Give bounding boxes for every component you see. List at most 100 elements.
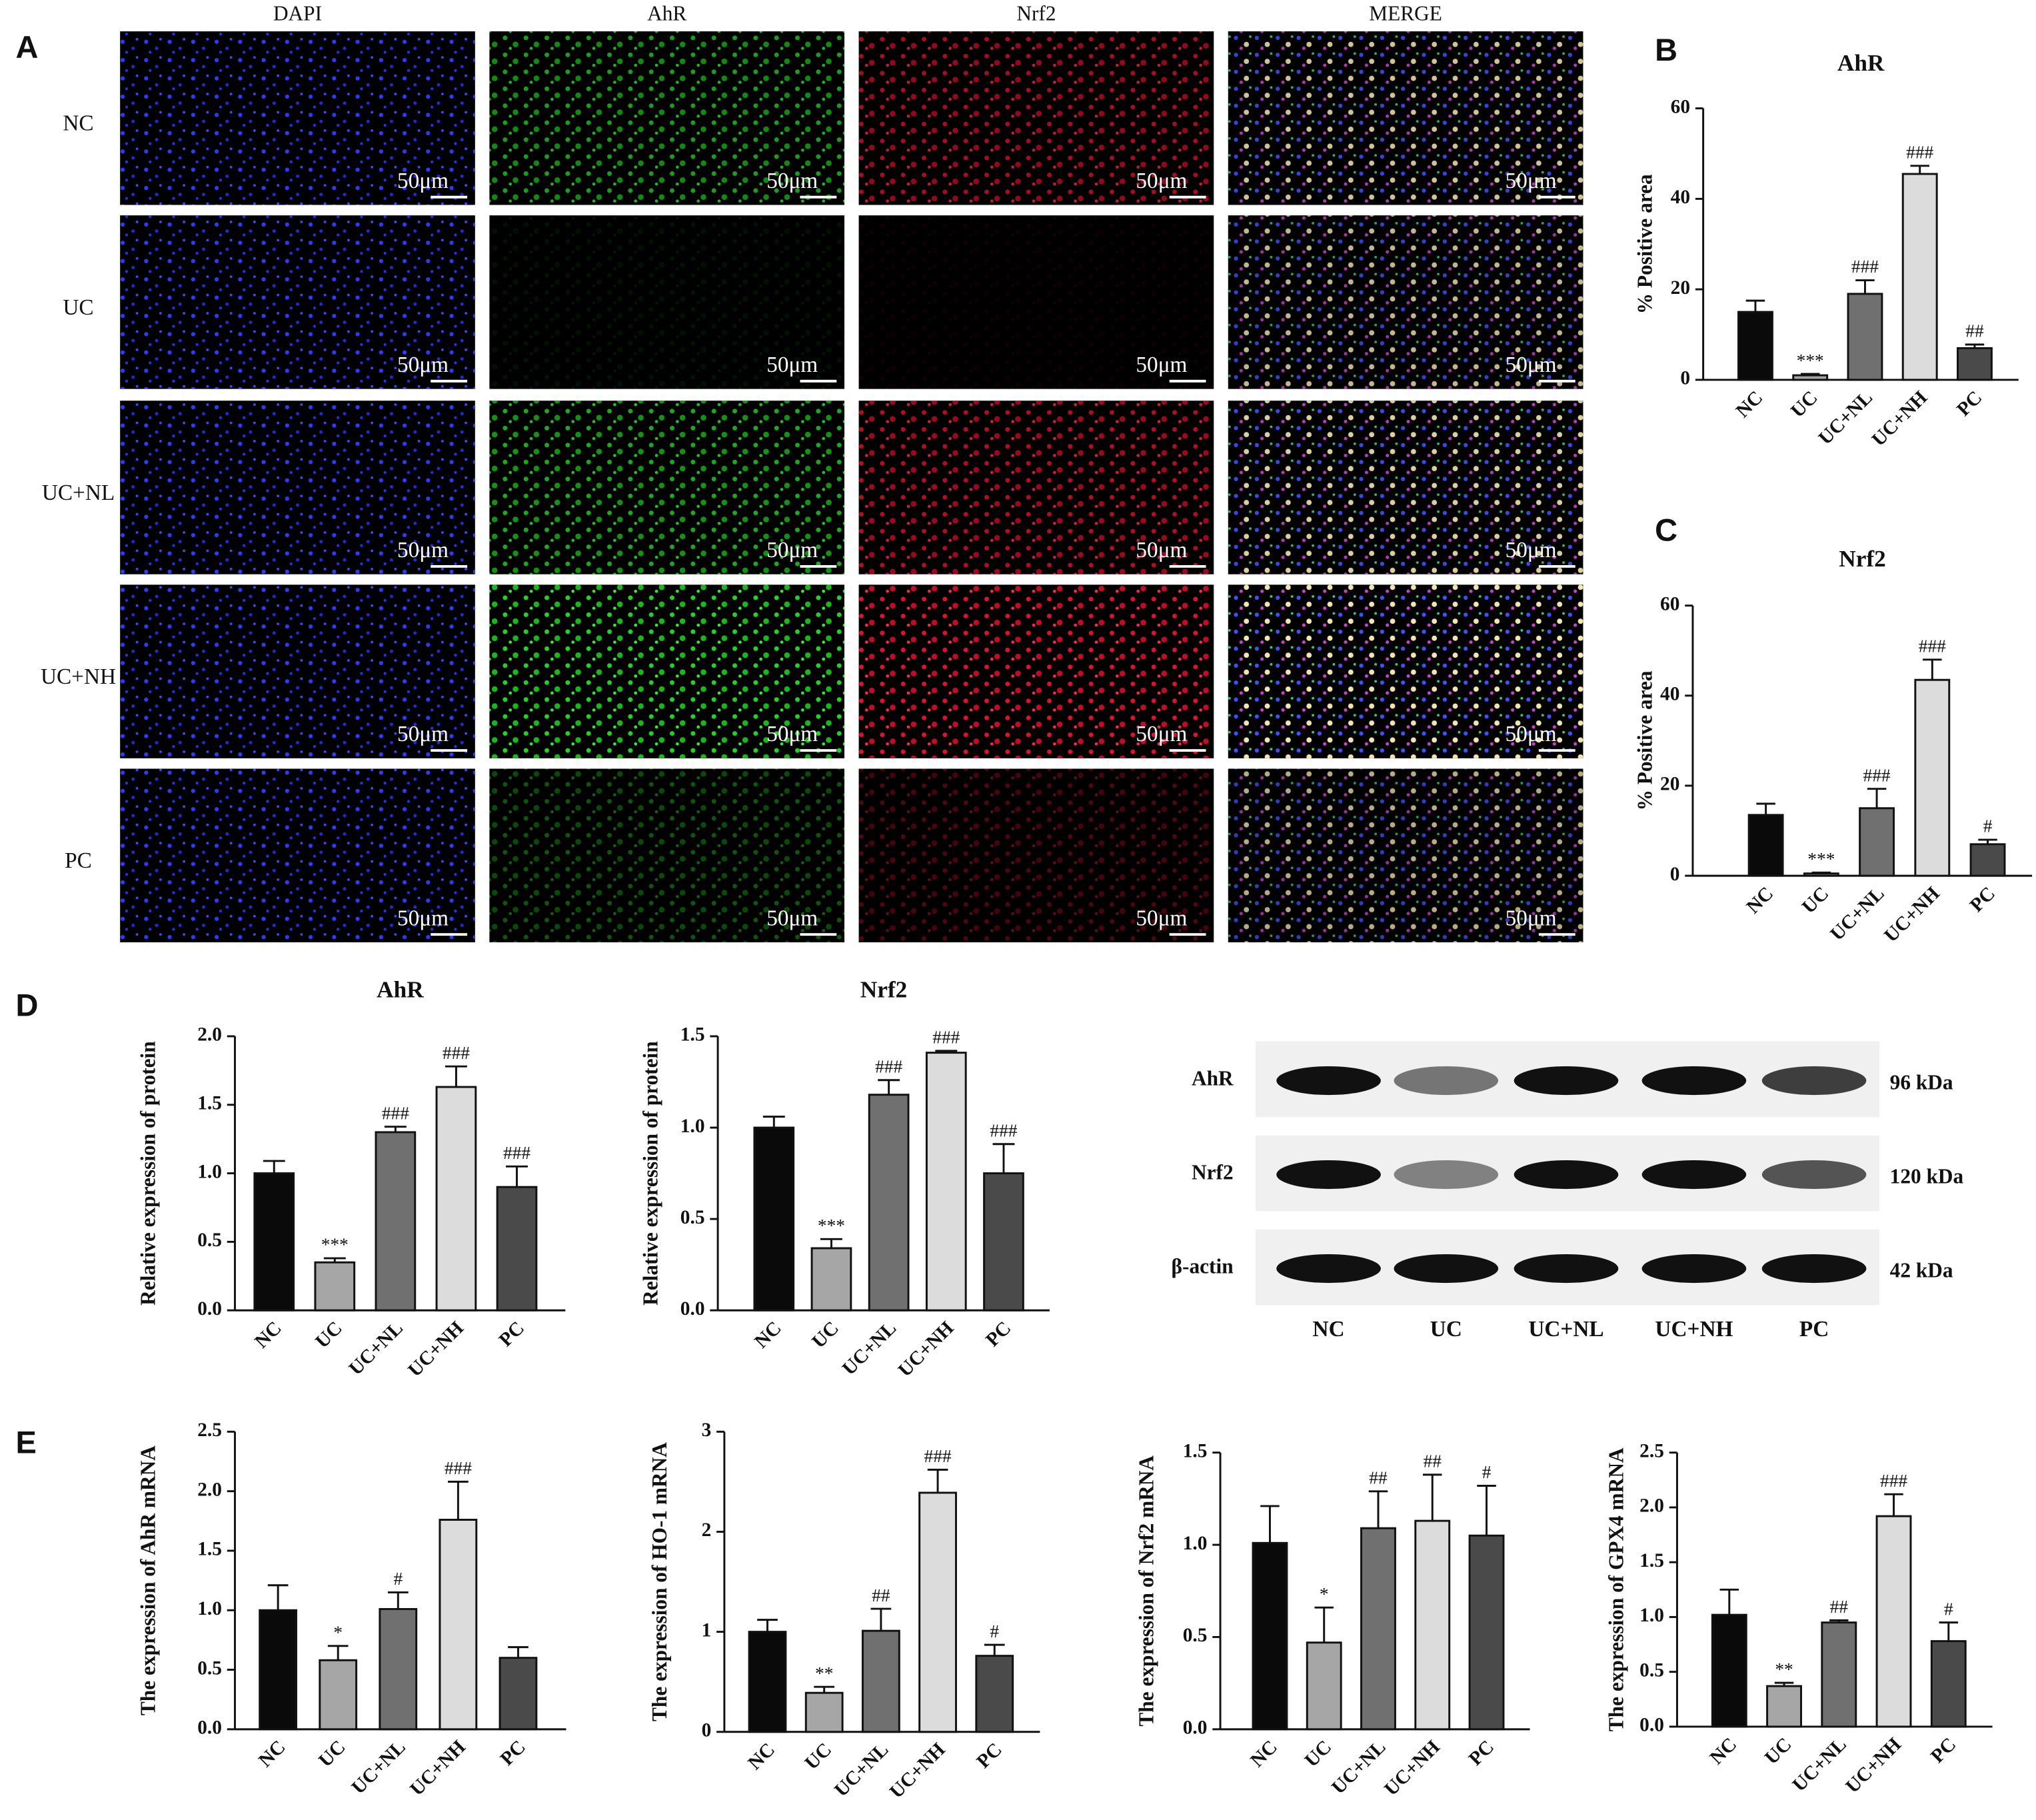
y-tick-label: 60 (1660, 593, 1679, 614)
stain (858, 768, 1214, 942)
scale-bar-label: 50μm (766, 722, 818, 746)
panel-label: E (16, 1424, 37, 1459)
bar (1360, 1527, 1396, 1731)
x-tick-label: UC+NH (404, 1318, 468, 1381)
significance-label: ### (443, 1043, 470, 1063)
y-axis-label: Relative expression of protein (136, 1041, 159, 1305)
bar (314, 1261, 356, 1312)
column-header: AhR (647, 2, 686, 25)
scale-bar-label: 50μm (397, 169, 449, 193)
bar (868, 1094, 910, 1312)
scale-bar-label: 50μm (1136, 169, 1187, 193)
significance-label: *** (1797, 351, 1824, 371)
bar (1875, 1515, 1912, 1728)
chart-title: AhR (1837, 50, 1885, 76)
x-tick-label: UC (311, 1318, 347, 1353)
y-tick-label: 2 (702, 1519, 712, 1541)
significance-label: # (990, 1621, 999, 1641)
scale-bar-label: 50μm (397, 906, 449, 930)
scale-bar-label: 50μm (1506, 169, 1557, 193)
y-tick-label: 2.5 (197, 1419, 222, 1441)
x-tick-label: UC+NL (830, 1739, 892, 1801)
y-tick-label: 0.5 (197, 1230, 222, 1251)
blot-band (1641, 1254, 1747, 1284)
blot-protein: β-actin (1172, 1255, 1234, 1278)
bar (259, 1609, 298, 1731)
x-tick-label: PC (1966, 883, 1999, 916)
y-tick-label: 1.5 (197, 1093, 222, 1114)
blot-band (1761, 1160, 1867, 1190)
stain (858, 31, 1214, 205)
significance-label: ### (1919, 636, 1946, 656)
bar (375, 1131, 417, 1312)
scale-bar-label: 50μm (1136, 538, 1187, 562)
bar (1914, 678, 1951, 877)
y-axis-label: % Positive area (1633, 670, 1657, 810)
x-tick-label: NC (251, 1318, 286, 1353)
y-tick-label: 1.0 (1639, 1605, 1664, 1626)
y-tick-label: 1.0 (1183, 1533, 1208, 1554)
blot-size: 42 kDa (1890, 1259, 1953, 1282)
blot-band (1394, 1066, 1499, 1096)
y-tick-label: 0 (1680, 368, 1690, 389)
row-label: UC (63, 295, 93, 320)
scale-bar-label: 50μm (766, 169, 818, 193)
stain (120, 584, 475, 758)
bar (379, 1607, 418, 1731)
stain (489, 31, 845, 205)
x-tick-label: UC+NH (894, 1318, 958, 1381)
significance-label: ** (815, 1663, 833, 1683)
blot-band (1514, 1066, 1619, 1096)
bar (1306, 1641, 1342, 1731)
y-tick-label: 1.0 (680, 1116, 705, 1137)
significance-label: ## (1830, 1597, 1849, 1617)
bar (253, 1172, 295, 1312)
y-tick-label: 1.0 (197, 1598, 222, 1619)
significance-label: *** (818, 1216, 845, 1236)
x-tick-label: UC (1761, 1734, 1796, 1769)
significance-label: ## (1424, 1451, 1442, 1471)
panel-label: A (16, 29, 39, 65)
y-tick-label: 20 (1660, 774, 1679, 795)
significance-label: ### (1880, 1471, 1907, 1491)
stain (120, 215, 475, 389)
blot-protein: Nrf2 (1192, 1161, 1234, 1184)
bar (1711, 1613, 1747, 1728)
column-header: MERGE (1369, 2, 1442, 25)
blot-band (1514, 1160, 1619, 1190)
scale-bar-label: 50μm (397, 538, 449, 562)
x-tick-label: UC+NH (1380, 1736, 1444, 1800)
bar (1414, 1519, 1451, 1731)
y-tick-label: 0 (702, 1719, 712, 1741)
bar (804, 1691, 844, 1733)
bar (1468, 1534, 1505, 1731)
x-tick-label: PC (497, 1736, 530, 1769)
significance-label: ### (924, 1446, 952, 1466)
x-tick-label: PC (1927, 1734, 1960, 1767)
scale-bar-label: 50μm (766, 538, 818, 562)
x-tick-label: UC (1798, 883, 1833, 918)
x-tick-label: NC (1246, 1736, 1282, 1771)
bar (1792, 374, 1829, 381)
blot-size: 96 kDa (1890, 1071, 1953, 1094)
bar (1969, 843, 2006, 877)
chart-title: Nrf2 (860, 976, 907, 1002)
scale-bar-label: 50μm (1506, 353, 1557, 377)
stain (1228, 31, 1583, 205)
y-tick-label: 1.5 (197, 1539, 222, 1560)
x-tick-label: UC+NL (1789, 1734, 1851, 1796)
panel-label: B (1655, 32, 1677, 67)
x-tick-label: PC (972, 1739, 1006, 1772)
bar (1957, 347, 1993, 381)
y-tick-label: 0.5 (680, 1207, 705, 1228)
y-tick-label: 1.0 (197, 1161, 222, 1182)
x-tick-label: UC+NL (348, 1736, 410, 1798)
significance-label: ### (1851, 257, 1879, 277)
scale-bar-label: 50μm (397, 722, 449, 746)
column-header: DAPI (273, 2, 322, 25)
y-axis-label: The expression of Nrf2 mRNA (1135, 1455, 1158, 1727)
x-tick-label: UC+NH (886, 1739, 950, 1803)
x-tick-label: UC (801, 1739, 836, 1774)
x-tick-label: UC+NL (1328, 1736, 1390, 1798)
scale-bar-label: 50μm (1136, 722, 1187, 746)
